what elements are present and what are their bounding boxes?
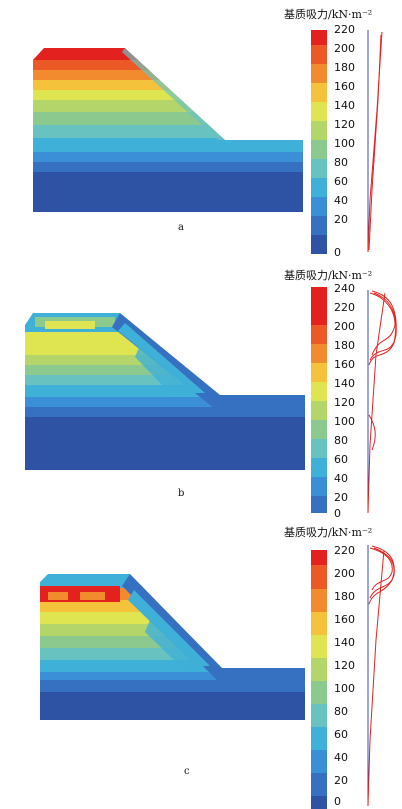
slope-suction-contour-b (25, 287, 397, 514)
tick-c-200: 200 (334, 567, 355, 580)
panel-b: 基质吸力/kN·m⁻² b 240 220 200 180 160 140 12… (0, 265, 402, 520)
suction-profile-b (367, 290, 397, 514)
tick-b-140: 140 (334, 377, 355, 390)
tick-c-180: 180 (334, 590, 355, 603)
tick-a-200: 200 (334, 42, 355, 55)
panel-c: 基质吸力/kN·m⁻² c 220 200 180 160 140 120 10… (0, 520, 402, 809)
tick-c-220: 220 (334, 544, 355, 557)
tick-c-140: 140 (334, 636, 355, 649)
tick-a-160: 160 (334, 80, 355, 93)
tick-a-220: 220 (334, 23, 355, 36)
suction-profile-c (367, 545, 395, 807)
tick-c-120: 120 (334, 659, 355, 672)
tick-b-180: 180 (334, 339, 355, 352)
panel-label-b: b (178, 488, 185, 499)
slope-suction-contour-c (40, 545, 395, 809)
tick-a-20: 20 (334, 213, 348, 226)
colorbar-title-a: 基质吸力/kN·m⁻² (284, 8, 373, 21)
tick-a-40: 40 (334, 194, 348, 207)
tick-b-160: 160 (334, 358, 355, 371)
suction-profile-a (367, 30, 383, 253)
tick-b-220: 220 (334, 301, 355, 314)
panel-label-c: c (184, 766, 190, 777)
slope-suction-contour-a (33, 30, 383, 254)
colorbar-a (311, 30, 327, 254)
tick-b-20: 20 (334, 491, 348, 504)
tick-b-100: 100 (334, 415, 355, 428)
tick-b-40: 40 (334, 472, 348, 485)
tick-b-0: 0 (334, 507, 341, 520)
tick-a-80: 80 (334, 156, 348, 169)
tick-c-100: 100 (334, 682, 355, 695)
tick-a-120: 120 (334, 118, 355, 131)
tick-a-60: 60 (334, 175, 348, 188)
tick-c-20: 20 (334, 774, 348, 787)
tick-a-100: 100 (334, 137, 355, 150)
colorbar-title-b: 基质吸力/kN·m⁻² (284, 269, 373, 282)
tick-c-160: 160 (334, 613, 355, 626)
tick-b-240: 240 (334, 282, 355, 295)
tick-c-60: 60 (334, 728, 348, 741)
panel-label-a: a (178, 222, 184, 233)
tick-a-0: 0 (334, 246, 341, 259)
tick-a-180: 180 (334, 61, 355, 74)
tick-b-200: 200 (334, 320, 355, 333)
tick-c-0: 0 (334, 795, 341, 808)
colorbar-title-c: 基质吸力/kN·m⁻² (284, 526, 373, 539)
tick-b-120: 120 (334, 396, 355, 409)
tick-c-40: 40 (334, 751, 348, 764)
tick-b-60: 60 (334, 453, 348, 466)
tick-a-140: 140 (334, 99, 355, 112)
tick-c-80: 80 (334, 705, 348, 718)
colorbar-c (311, 550, 327, 809)
panel-a: 基质吸力/kN·m⁻² a 220 200 180 160 140 120 10… (0, 0, 402, 265)
tick-b-80: 80 (334, 434, 348, 447)
colorbar-b (311, 287, 327, 513)
